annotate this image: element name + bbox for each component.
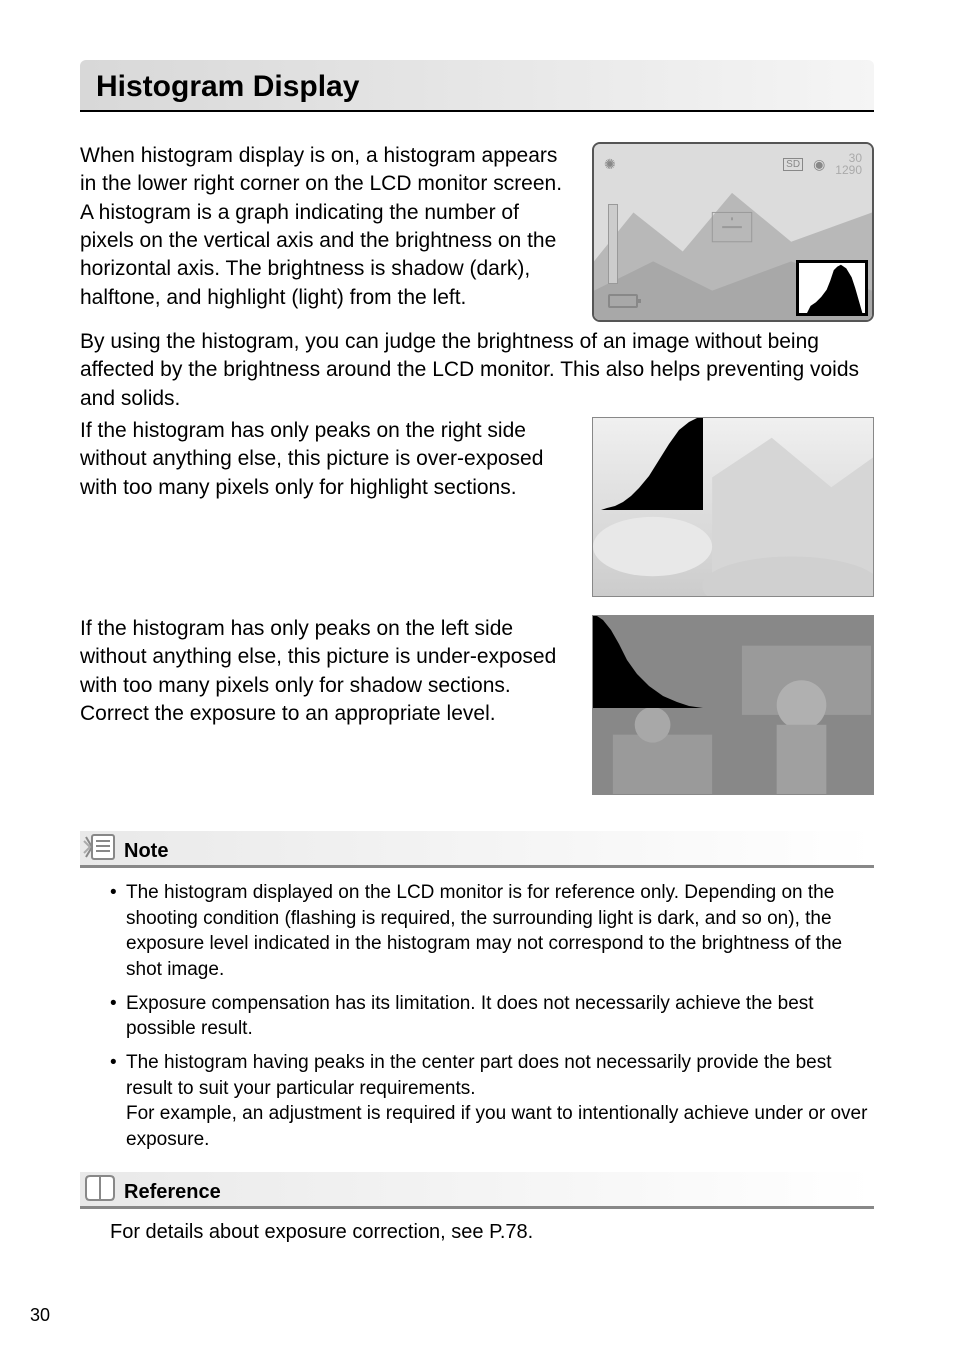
camera-icon: ◉: [813, 156, 825, 173]
paragraph: If the histogram has only peaks on the r…: [80, 417, 572, 502]
note-item: The histogram having peaks in the center…: [110, 1050, 874, 1153]
flash-icon: ✺: [604, 156, 616, 173]
note-icon: [82, 833, 118, 863]
status-icons: ✺ SD ◉ 30 1290: [604, 152, 862, 176]
under-exposure-text: If the histogram has only peaks on the l…: [80, 615, 572, 728]
paragraph: When histogram display is on, a histogra…: [80, 142, 572, 199]
histogram-shape-over: [593, 418, 703, 510]
reference-heading: Reference: [124, 1181, 221, 1204]
lcd-preview: ✺ SD ◉ 30 1290: [592, 142, 874, 322]
reference-text: For details about exposure correction, s…: [80, 1221, 874, 1244]
sd-icon: SD: [783, 158, 803, 171]
histogram-overlay: [593, 616, 703, 708]
note-list: The histogram displayed on the LCD monit…: [80, 880, 874, 1152]
battery-icon: [608, 294, 638, 308]
over-exposure-row: If the histogram has only peaks on the r…: [80, 417, 874, 597]
note-item: The histogram displayed on the LCD monit…: [110, 880, 874, 983]
note-header: Note: [80, 831, 874, 868]
histogram-inset: [796, 260, 868, 316]
example-overexposed: [592, 417, 874, 597]
section-title: Histogram Display: [96, 70, 858, 104]
under-exposure-image: [592, 615, 874, 795]
intro-row: When histogram display is on, a histogra…: [80, 142, 874, 322]
reference-header: Reference: [80, 1172, 874, 1209]
zoom-indicator: [608, 204, 618, 284]
note-block: Note The histogram displayed on the LCD …: [80, 831, 874, 1152]
reference-block: Reference For details about exposure cor…: [80, 1172, 874, 1244]
paragraph-block: By using the histogram, you can judge th…: [80, 328, 874, 413]
paragraph: A histogram is a graph indicating the nu…: [80, 199, 572, 312]
intro-text: When histogram display is on, a histogra…: [80, 142, 572, 312]
page: Histogram Display When histogram display…: [0, 0, 954, 1346]
histogram-shape-under: [593, 616, 703, 708]
example-underexposed: [592, 615, 874, 795]
paragraph: By using the histogram, you can judge th…: [80, 328, 874, 413]
page-number: 30: [30, 1305, 50, 1326]
paragraph: Correct the exposure to an appropriate l…: [80, 700, 572, 728]
shots-total: 1290: [835, 164, 862, 176]
lcd-frame: ✺ SD ◉ 30 1290: [592, 142, 874, 322]
under-exposure-row: If the histogram has only peaks on the l…: [80, 615, 874, 795]
section-title-bar: Histogram Display: [80, 60, 874, 112]
book-icon: [82, 1174, 118, 1204]
note-heading: Note: [124, 840, 168, 863]
histogram-overlay: [593, 418, 703, 510]
over-exposure-image: [592, 417, 874, 597]
note-item: Exposure compensation has its limitation…: [110, 991, 874, 1042]
over-exposure-text: If the histogram has only peaks on the r…: [80, 417, 572, 502]
paragraph: If the histogram has only peaks on the l…: [80, 615, 572, 700]
histogram-shape: [800, 265, 864, 313]
